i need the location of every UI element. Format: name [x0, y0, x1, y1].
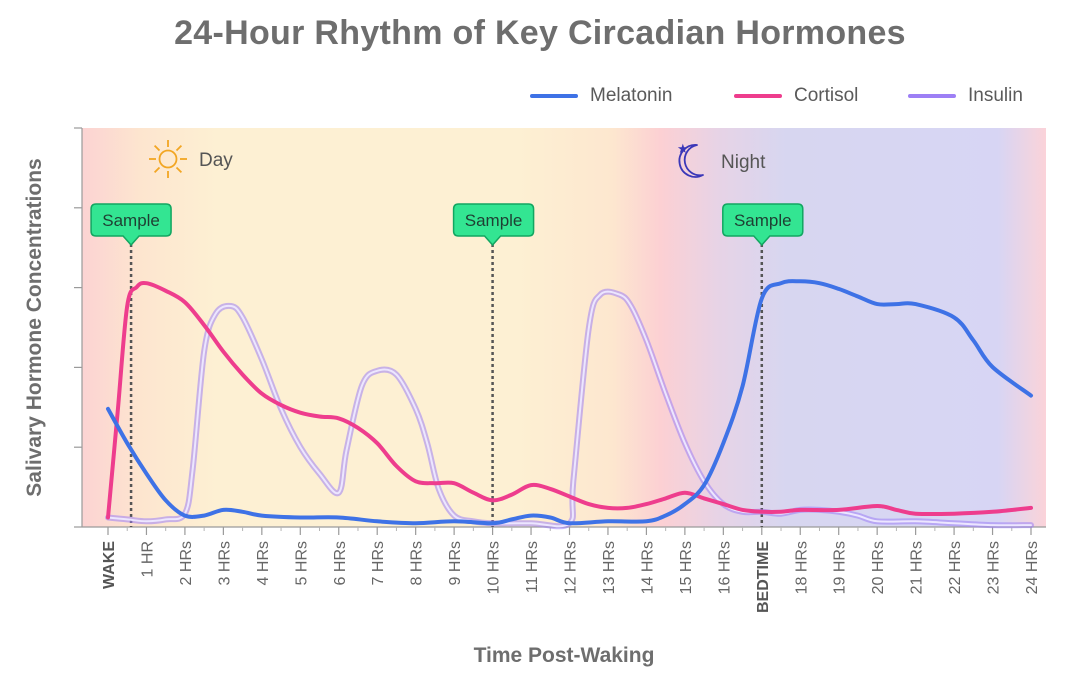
x-tick-label: 20 HRs [870, 541, 887, 594]
legend-item-cortisol: Cortisol [734, 84, 858, 108]
sample-callout: Sample [452, 203, 535, 247]
x-tick-label: 1 HR [139, 541, 156, 577]
x-tick-label: 15 HRs [678, 541, 695, 594]
sample-callout-label: Sample [734, 211, 792, 230]
x-tick-label: WAKE [101, 541, 118, 589]
x-tick-label: 2 HRs [178, 541, 195, 585]
chart-title: 24-Hour Rhythm of Key Circadian Hormones [174, 14, 906, 52]
x-tick-label: 3 HRs [216, 541, 233, 585]
x-tick-label: 12 HRs [563, 541, 580, 594]
sample-callout: Sample [722, 203, 804, 247]
x-tick-label: 14 HRs [639, 541, 656, 594]
sample-callout-bubble [722, 203, 804, 247]
legend-item-melatonin: Melatonin [530, 84, 672, 108]
x-tick-label: 10 HRs [486, 541, 503, 594]
x-tick-label: 16 HRs [716, 541, 733, 594]
x-tick-label: 5 HRs [293, 541, 310, 585]
sample-callout-label: Sample [465, 211, 523, 230]
x-tick-label: 21 HRs [909, 541, 926, 594]
sun-icon [149, 140, 187, 178]
sample-callout: Sample [90, 203, 172, 247]
x-tick-label: 13 HRs [601, 541, 618, 594]
legend-label-insulin: Insulin [968, 85, 1023, 106]
x-tick-label: 8 HRs [409, 541, 426, 585]
legend-swatch-insulin [908, 94, 956, 98]
legend-swatch-cortisol [734, 94, 782, 98]
moon-star-icon: ★ [677, 142, 704, 178]
x-tick-label: 9 HRs [447, 541, 464, 585]
x-tick-label: 24 HRs [1024, 541, 1041, 594]
melatonin-line [106, 279, 1033, 526]
x-tick-label: 22 HRs [947, 541, 964, 594]
x-tick-label: 18 HRs [793, 541, 810, 594]
x-tick-label: 6 HRs [332, 541, 349, 585]
legend-label-melatonin: Melatonin [590, 85, 673, 106]
svg-text:★: ★ [677, 142, 689, 157]
x-tick-label: 23 HRs [986, 541, 1003, 594]
legend-label-cortisol: Cortisol [794, 85, 859, 106]
sample-callout-bubble [452, 203, 535, 247]
x-tick-label: 19 HRs [832, 541, 849, 594]
legend-item-insulin: Insulin [908, 84, 1023, 108]
night-label: Night [721, 152, 766, 173]
x-tick-label: BEDTIME [755, 541, 772, 613]
day-label: Day [199, 150, 233, 171]
x-tick-label: 11 HRs [524, 541, 541, 593]
y-axis-title: Salivary Hormone Concentrations [23, 158, 46, 496]
cortisol-line [106, 280, 1033, 520]
x-tick-label: 4 HRs [255, 541, 272, 585]
sample-callout-bubble [90, 203, 172, 247]
legend-swatch-melatonin [530, 94, 578, 98]
plot-background [82, 128, 1046, 527]
x-axis-title: Time Post-Waking [474, 644, 655, 667]
x-tick-label: 7 HRs [370, 541, 387, 585]
sample-callout-label: Sample [102, 211, 160, 230]
